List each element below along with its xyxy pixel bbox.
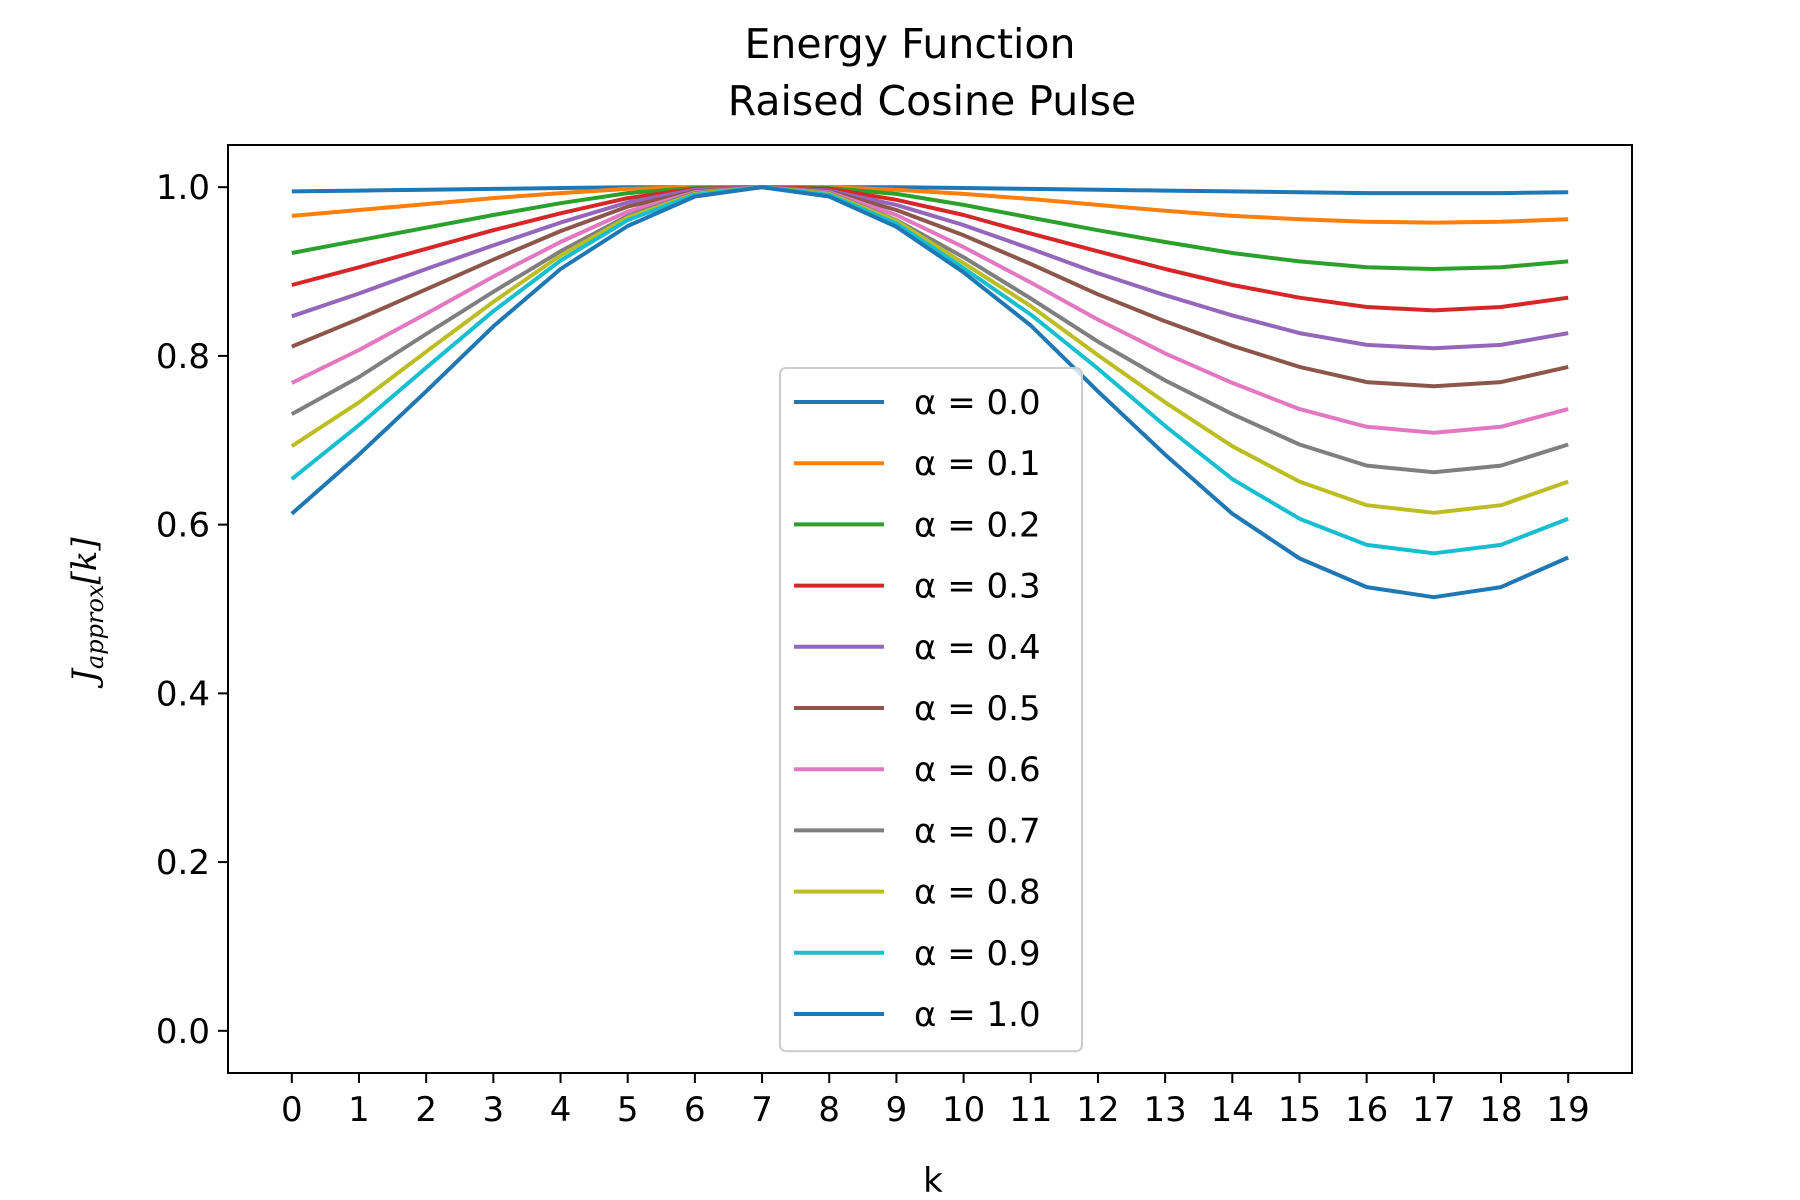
- x-tick-label: 14: [1211, 1090, 1254, 1130]
- legend-label: α = 0.8: [914, 873, 1041, 913]
- legend-label: α = 0.3: [914, 567, 1041, 607]
- series-line-10: [290, 185, 1570, 600]
- series-line-8: [290, 185, 1569, 515]
- y-tick-label: 0.6: [156, 506, 210, 546]
- y-tick-label: 0.2: [156, 843, 210, 883]
- series-line-6: [290, 185, 1569, 435]
- x-tick-label: 17: [1412, 1090, 1455, 1130]
- y-axis-label: Japprox[k]: [65, 537, 109, 689]
- legend-label: α = 1.0: [914, 995, 1041, 1035]
- x-tick-label: 3: [483, 1090, 505, 1130]
- y-axis-label-base: J: [65, 667, 105, 689]
- x-tick-label: 1: [348, 1090, 370, 1130]
- x-tick-label: 19: [1547, 1090, 1590, 1130]
- series-line-9: [290, 185, 1569, 556]
- series-line-4: [291, 185, 1569, 351]
- y-axis: 0.0 0.2 0.4 0.6 0.8 1.0: [156, 168, 228, 1052]
- legend-label: α = 0.0: [914, 383, 1041, 423]
- legend: α = 0.0 α = 0.1 α = 0.2 α = 0.3 α = 0.4 α = 0…: [779, 367, 1083, 1053]
- series-line-7: [290, 185, 1569, 475]
- series-line-0: [291, 185, 1569, 196]
- series-line-2: [291, 185, 1569, 271]
- legend-label: α = 0.7: [914, 811, 1041, 851]
- y-axis-label-subscript: approx: [81, 584, 109, 669]
- x-tick-label: 7: [751, 1090, 773, 1130]
- x-tick-label: 8: [818, 1090, 840, 1130]
- x-tick-label: 18: [1479, 1090, 1522, 1130]
- y-tick-label: 0.4: [156, 674, 210, 714]
- x-tick-label: 6: [684, 1090, 706, 1130]
- y-axis-label-bracket: [k]: [65, 537, 105, 585]
- plot-lines: [290, 185, 1570, 600]
- y-tick-label: 0.8: [156, 337, 210, 377]
- chart-title: Energy Function: [745, 20, 1076, 68]
- series-line-3: [291, 185, 1569, 313]
- x-tick-label: 11: [1009, 1090, 1052, 1130]
- x-tick-label: 5: [617, 1090, 639, 1130]
- legend-label: α = 0.9: [914, 934, 1041, 974]
- x-tick-label: 10: [942, 1090, 985, 1130]
- series-line-1: [291, 185, 1569, 225]
- x-tick-label: 13: [1143, 1090, 1186, 1130]
- plot-frame: [227, 144, 1633, 1074]
- legend-label: α = 0.5: [914, 689, 1041, 729]
- legend-label: α = 0.4: [914, 628, 1041, 668]
- x-tick-label: 12: [1076, 1090, 1119, 1130]
- legend-box: [779, 367, 1083, 1053]
- x-tick-label: 16: [1345, 1090, 1388, 1130]
- series-line-5: [291, 185, 1569, 389]
- x-tick-label: 0: [281, 1090, 303, 1130]
- x-axis: 0 1 2 3 4 5 6 7 8 9 10 11 12 13 14 15 16 17 18 19: [281, 1073, 1590, 1130]
- legend-label: α = 0.2: [914, 505, 1041, 545]
- x-tick-label: 4: [550, 1090, 572, 1130]
- x-tick-label: 9: [886, 1090, 908, 1130]
- y-tick-label: 0.0: [156, 1012, 210, 1052]
- legend-label: α = 0.6: [914, 750, 1041, 790]
- y-tick-label: 1.0: [156, 168, 210, 208]
- legend-label: α = 0.1: [914, 444, 1041, 484]
- x-axis-label: k: [923, 1161, 943, 1200]
- chart-subtitle: Raised Cosine Pulse: [728, 77, 1136, 125]
- x-tick-label: 2: [415, 1090, 437, 1130]
- x-tick-label: 15: [1278, 1090, 1321, 1130]
